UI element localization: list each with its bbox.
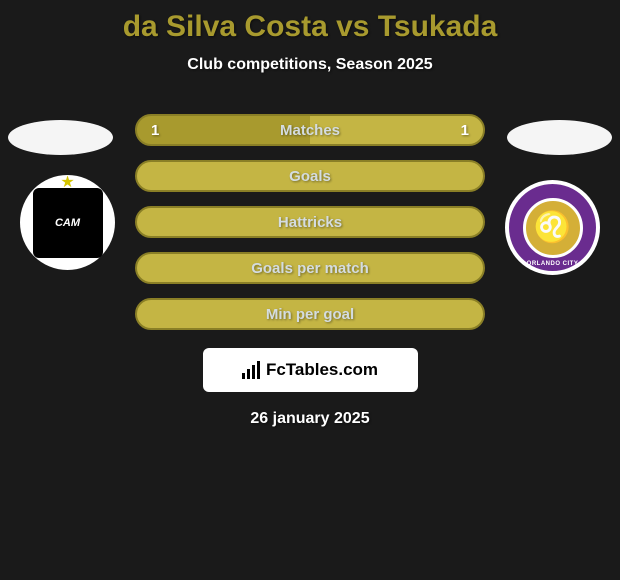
- stat-bar-goals: Goals: [135, 160, 485, 192]
- comparison-subtitle: Club competitions, Season 2025: [187, 56, 432, 74]
- stat-value-left: 1: [151, 122, 159, 139]
- stat-label: Min per goal: [266, 306, 354, 323]
- club-badge-right: ♌ ORLANDO CITY: [505, 180, 600, 275]
- branding-text: FcTables.com: [266, 360, 378, 380]
- comparison-date: 26 january 2025: [250, 410, 369, 428]
- stat-value-right: 1: [461, 122, 469, 139]
- branding-box: FcTables.com: [203, 348, 418, 392]
- club-badge-left: ★ CAM: [20, 175, 115, 270]
- player-photo-left: [8, 120, 113, 155]
- star-icon: ★: [60, 172, 74, 192]
- stat-label: Hattricks: [278, 214, 342, 231]
- club-left-abbr: CAM: [55, 217, 80, 229]
- stat-label: Matches: [280, 122, 340, 139]
- stat-label: Goals per match: [251, 260, 369, 277]
- lion-icon: ♌: [523, 198, 583, 258]
- stat-bar-goals-per-match: Goals per match: [135, 252, 485, 284]
- chart-icon: [242, 361, 260, 379]
- club-right-name: ORLANDO CITY: [527, 261, 579, 267]
- player-photo-right: [507, 120, 612, 155]
- stat-bar-hattricks: Hattricks: [135, 206, 485, 238]
- stat-label: Goals: [289, 168, 331, 185]
- stats-area: 1 Matches 1 Goals Hattricks Goals per ma…: [135, 114, 485, 330]
- stat-bar-min-per-goal: Min per goal: [135, 298, 485, 330]
- comparison-title: da Silva Costa vs Tsukada: [123, 10, 498, 44]
- stat-bar-matches: 1 Matches 1: [135, 114, 485, 146]
